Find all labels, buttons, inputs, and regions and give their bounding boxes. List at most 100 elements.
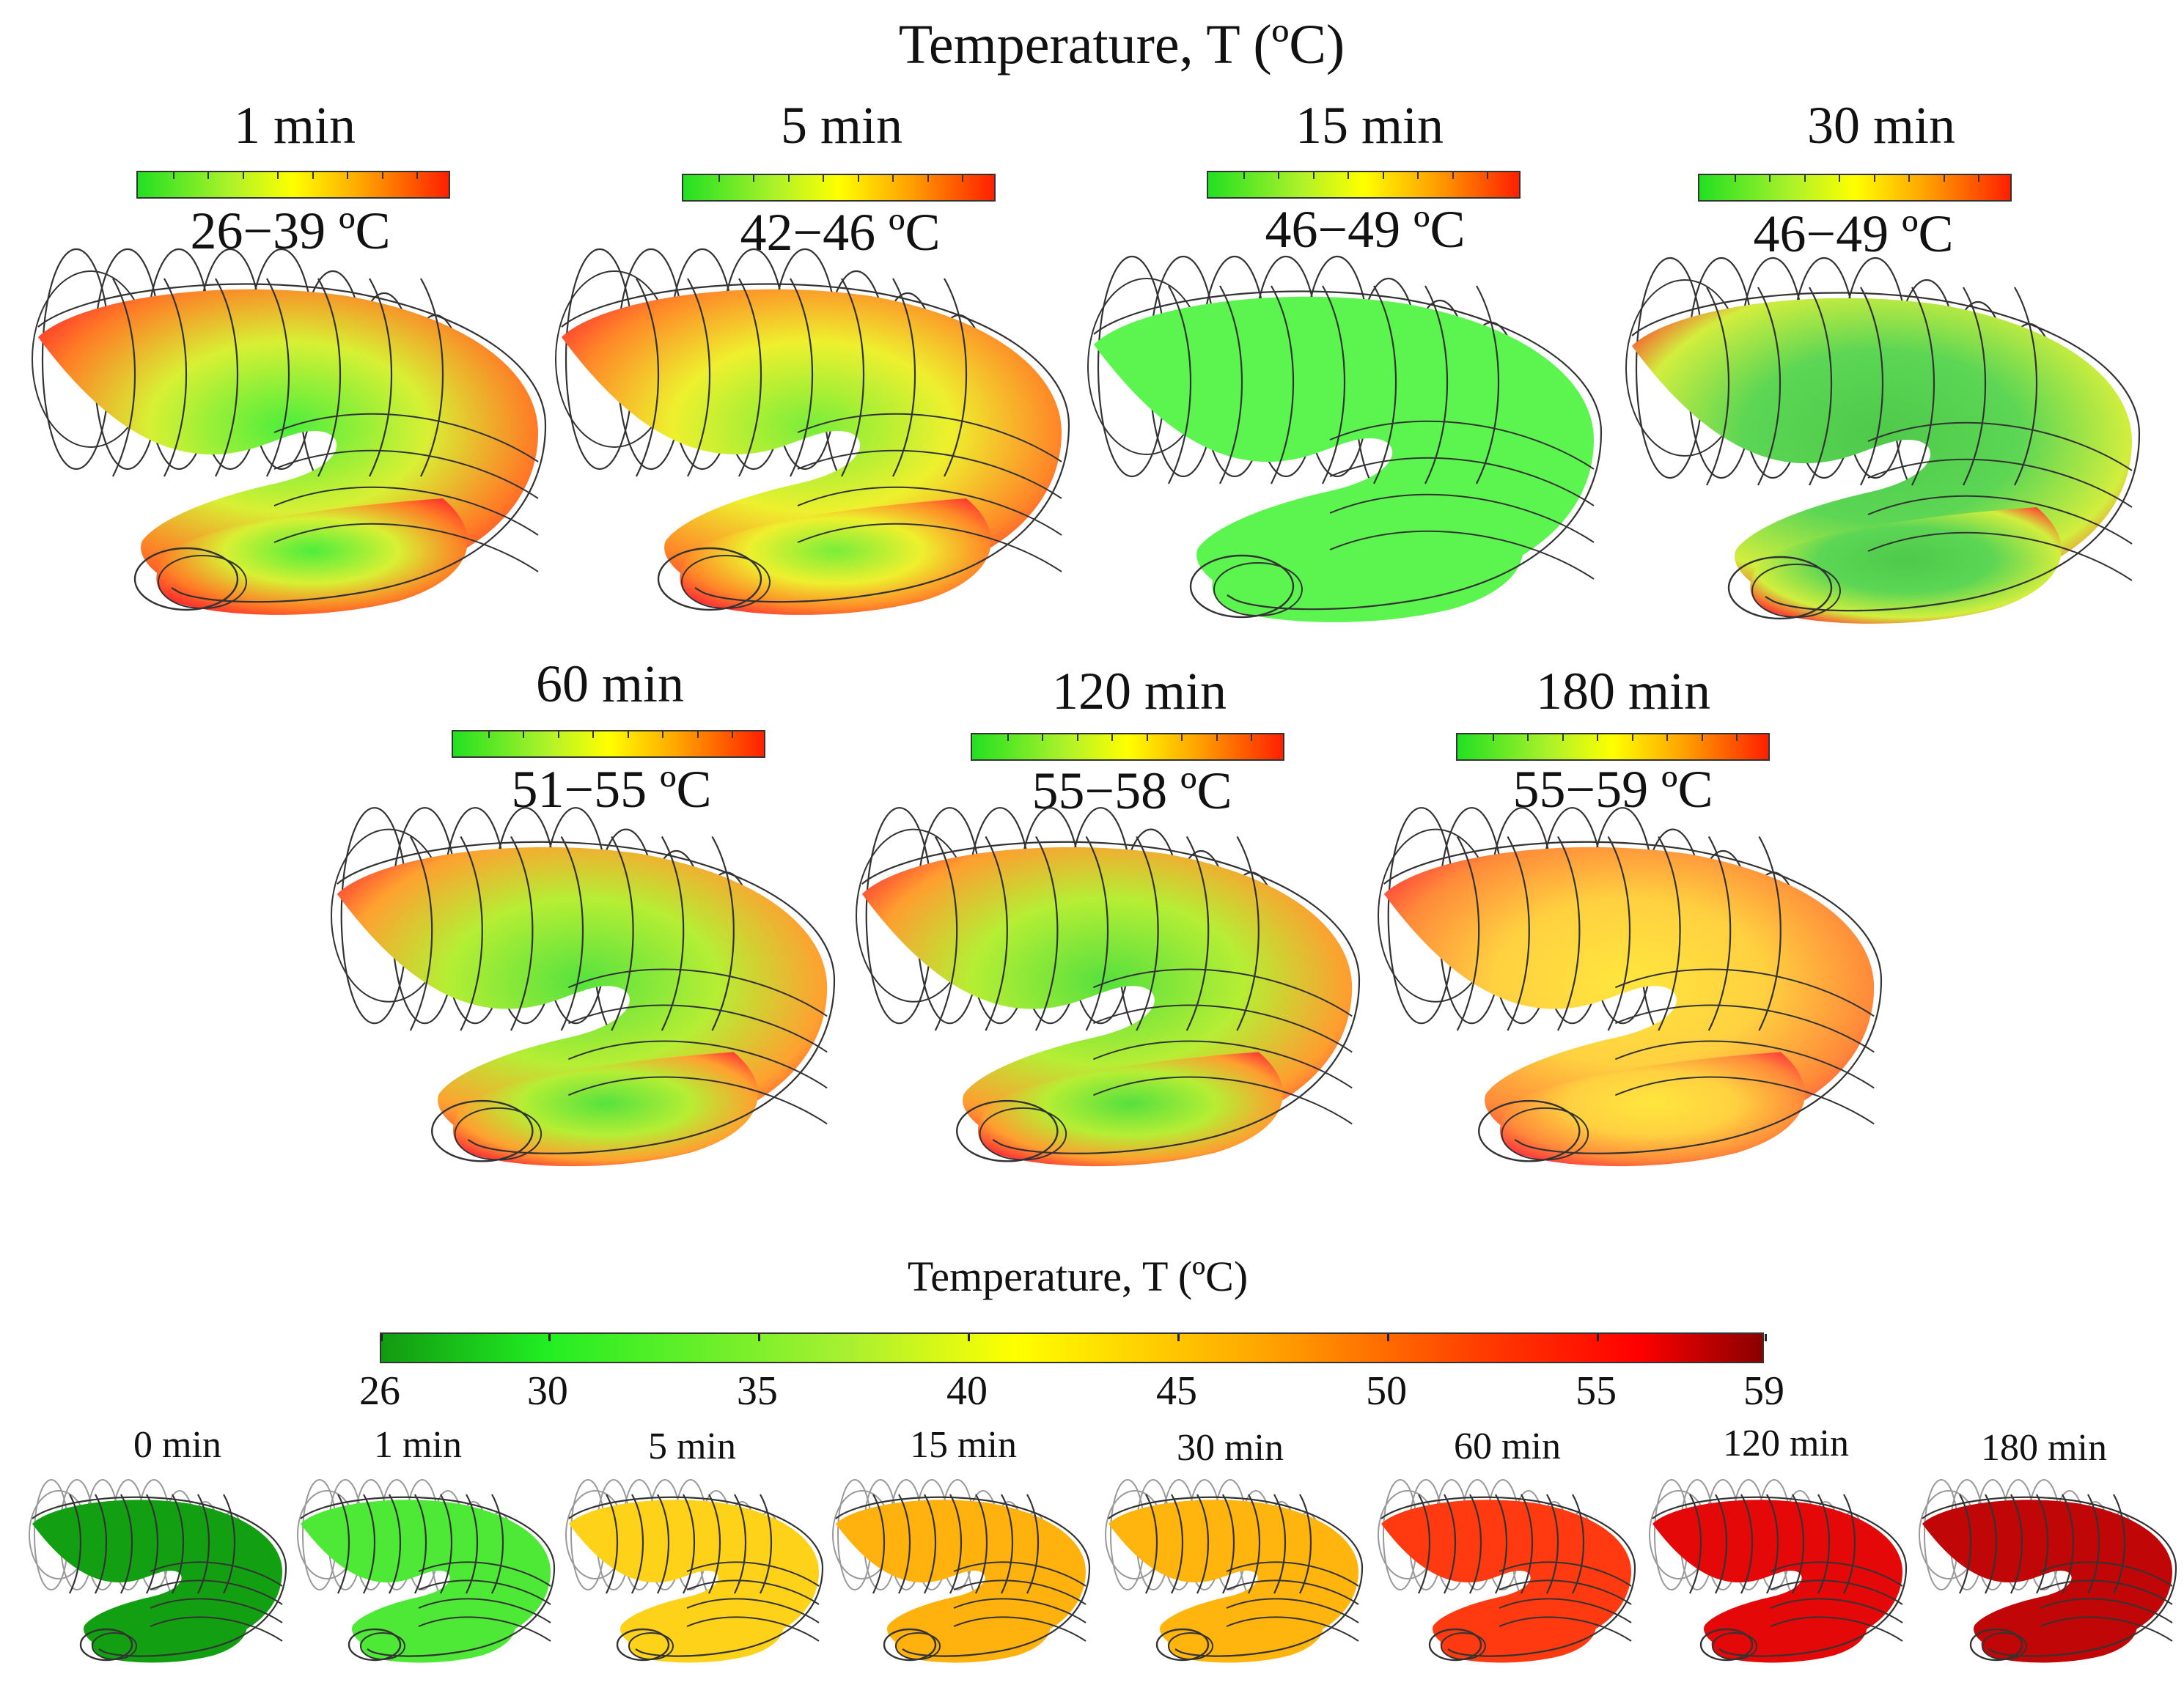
coil-panel-6 xyxy=(855,807,1361,1167)
coil-panel-4 xyxy=(1625,257,2141,624)
panel-colorbar xyxy=(682,174,996,202)
panel-time-label: 120 min xyxy=(1051,662,1227,720)
colorbar-tick xyxy=(1562,734,1564,741)
colorbar-tick xyxy=(1278,172,1280,179)
colorbar-tick xyxy=(277,172,279,179)
coil-snapshot-5 xyxy=(1105,1479,1364,1663)
colorbar-tick xyxy=(557,731,559,738)
scale-tick-label: 30 xyxy=(526,1368,568,1414)
panel-time-label: 1 min xyxy=(233,96,356,155)
colorbar-tick xyxy=(1597,734,1599,741)
colorbar-tick xyxy=(1769,175,1771,182)
colorbar-tick xyxy=(753,175,755,182)
scale-tick xyxy=(1177,1334,1180,1341)
colorbar-tick xyxy=(1978,175,1980,182)
scale-tick xyxy=(1765,1334,1767,1341)
coil-snapshot-7 xyxy=(1649,1479,1908,1663)
colorbar-tick xyxy=(523,731,525,738)
colorbar-tick xyxy=(312,172,314,179)
panel-colorbar xyxy=(1456,733,1770,761)
panel-colorbar xyxy=(1207,171,1521,199)
coil-snapshot-6 xyxy=(1378,1479,1636,1663)
colorbar-tick xyxy=(927,175,929,182)
colorbar-tick xyxy=(732,731,734,738)
panel-range-label: 51−55 ºC xyxy=(511,760,712,819)
colorbar-tick xyxy=(207,172,210,179)
colorbar-tick xyxy=(381,172,383,179)
colorbar-tick xyxy=(662,731,664,738)
colorbar-tick xyxy=(1347,172,1350,179)
coil-panel-7 xyxy=(1377,807,1883,1167)
scale-tick xyxy=(757,1334,760,1341)
snapshot-time-label: 180 min xyxy=(1981,1427,2107,1469)
colorbar-tick xyxy=(696,731,699,738)
coil-snapshot-3 xyxy=(565,1479,824,1663)
coil-snapshot-1 xyxy=(29,1479,287,1663)
colorbar-tick xyxy=(1007,734,1009,741)
colorbar-tick xyxy=(1181,734,1183,741)
colorbar-tick xyxy=(1908,175,1911,182)
panel-range-label: 46−49 ºC xyxy=(1265,200,1466,259)
coil-panel-2 xyxy=(555,248,1070,615)
panel-range-label: 55−59 ºC xyxy=(1512,760,1713,819)
panel-time-label: 30 min xyxy=(1806,96,1956,155)
colorbar-tick xyxy=(242,172,244,179)
scale-tick xyxy=(1387,1334,1390,1341)
colorbar-tick xyxy=(1487,172,1489,179)
scale-tick xyxy=(967,1334,970,1341)
colorbar-tick xyxy=(892,175,894,182)
colorbar-tick xyxy=(1216,734,1218,741)
colorbar-tick xyxy=(1873,175,1875,182)
snapshot-time-label: 15 min xyxy=(910,1424,1017,1466)
colorbar-tick xyxy=(627,731,629,738)
panel-colorbar xyxy=(452,730,765,758)
colorbar-tick xyxy=(1734,175,1736,182)
scale-tick xyxy=(548,1334,551,1341)
colorbar-tick xyxy=(1839,175,1841,182)
coil-snapshot-2 xyxy=(297,1479,556,1663)
scale-tick-label: 26 xyxy=(359,1368,400,1414)
snapshot-time-label: 0 min xyxy=(133,1424,221,1466)
colorbar-tick xyxy=(1452,172,1454,179)
colorbar-tick xyxy=(823,175,825,182)
panel-range-label: 55−58 ºC xyxy=(1032,762,1232,820)
colorbar-tick xyxy=(1312,172,1315,179)
snapshot-time-label: 120 min xyxy=(1723,1423,1849,1464)
temperature-scale-colorbar xyxy=(380,1332,1767,1363)
snapshot-time-label: 1 min xyxy=(374,1424,462,1466)
colorbar-tick xyxy=(1804,175,1806,182)
coil-panel-3 xyxy=(1087,255,1603,622)
panel-colorbar xyxy=(971,733,1284,761)
colorbar-tick xyxy=(1251,734,1253,741)
colorbar-tick xyxy=(787,175,790,182)
colorbar-tick xyxy=(416,172,419,179)
colorbar-tick xyxy=(1042,734,1044,741)
scale-tick xyxy=(380,1334,383,1341)
colorbar-tick xyxy=(1701,734,1703,741)
colorbar-tick xyxy=(172,172,174,179)
colorbar-tick xyxy=(1736,734,1738,741)
panel-range-label: 46−49 ºC xyxy=(1753,204,1954,263)
coil-panel-1 xyxy=(32,248,547,615)
snapshot-time-label: 5 min xyxy=(648,1426,736,1467)
scale-tick-label: 45 xyxy=(1156,1368,1198,1414)
colorbar-tick xyxy=(1666,734,1669,741)
scale-tick-label: 55 xyxy=(1576,1368,1617,1414)
scale-tick-label: 59 xyxy=(1743,1368,1784,1414)
colorbar-tick xyxy=(1243,172,1245,179)
scale-tick xyxy=(1597,1334,1600,1341)
panel-colorbar xyxy=(1698,174,2012,202)
snapshot-time-label: 60 min xyxy=(1454,1426,1561,1467)
colorbar-tick xyxy=(1111,734,1114,741)
coil-snapshot-4 xyxy=(832,1479,1091,1663)
colorbar-tick xyxy=(1631,734,1633,741)
colorbar-tick xyxy=(347,172,349,179)
panel-time-label: 15 min xyxy=(1295,96,1444,155)
panel-time-label: 60 min xyxy=(535,655,685,713)
panel-range-label: 42−46 ºC xyxy=(740,203,941,262)
coil-snapshot-8 xyxy=(1919,1479,2177,1663)
panel-time-label: 180 min xyxy=(1535,662,1711,720)
figure-title: Temperature, T (ºC) xyxy=(898,14,1345,75)
